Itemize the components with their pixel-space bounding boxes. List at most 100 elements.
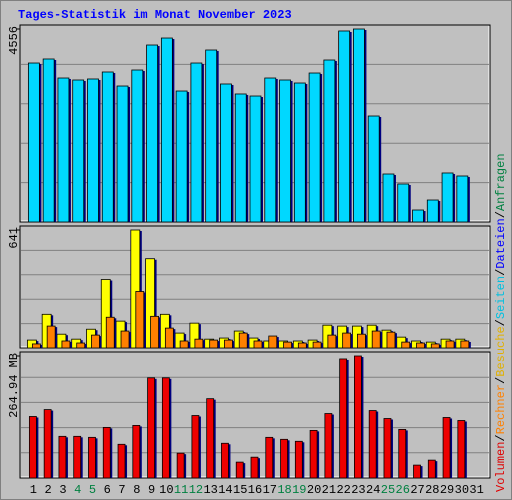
x-tick-label: 7: [118, 483, 125, 497]
y-tick-label: 641: [7, 227, 21, 249]
bar: [105, 316, 115, 349]
bar: [368, 410, 377, 479]
bar: [456, 175, 469, 223]
bar: [132, 425, 141, 479]
x-tick-label: 3: [59, 483, 66, 497]
bar: [249, 95, 262, 223]
bar: [264, 77, 277, 223]
x-tick-label: 30: [455, 483, 469, 497]
bar: [58, 435, 67, 479]
bar: [117, 443, 126, 479]
bar: [176, 452, 185, 479]
bar: [427, 459, 436, 479]
bar: [338, 30, 351, 223]
x-tick-label: 18: [277, 483, 291, 497]
x-tick-label: 26: [396, 483, 410, 497]
bar: [445, 340, 455, 349]
legend-entry: Seiten: [494, 276, 508, 319]
bar: [28, 416, 37, 479]
x-tick-label: 11: [174, 483, 188, 497]
plot-area: [19, 225, 491, 349]
bar: [297, 342, 307, 349]
bar: [73, 435, 82, 479]
bar: [76, 342, 86, 349]
bar: [116, 85, 129, 223]
bar: [324, 413, 333, 479]
bar: [386, 331, 396, 349]
bar: [179, 340, 189, 349]
bar: [383, 418, 392, 479]
x-tick-label: 28: [425, 483, 439, 497]
bar: [42, 58, 55, 223]
bar: [91, 334, 100, 349]
bar: [367, 115, 380, 223]
legend-separator: /: [494, 319, 508, 326]
bar: [283, 341, 292, 349]
bar: [268, 335, 278, 349]
bar: [265, 436, 274, 479]
bar: [130, 229, 141, 349]
legend-separator: /: [494, 434, 508, 441]
bar: [442, 417, 451, 479]
bar: [235, 461, 244, 479]
x-tick-label: 23: [351, 483, 365, 497]
bar: [323, 59, 336, 223]
bar: [382, 173, 395, 223]
bar: [61, 340, 71, 349]
bar: [327, 334, 337, 349]
legend-entry: Anfragen: [494, 153, 508, 211]
x-tick-label: 22: [336, 483, 350, 497]
bar: [416, 342, 425, 349]
x-tick-label: 9: [148, 483, 155, 497]
x-tick-label: 15: [233, 483, 247, 497]
bar: [57, 77, 70, 223]
x-tick-label: 14: [218, 483, 232, 497]
bar: [357, 333, 366, 349]
x-tick-label: 21: [322, 483, 336, 497]
bar: [146, 44, 158, 223]
bar: [339, 358, 348, 479]
bar: [221, 442, 229, 479]
bar: [72, 79, 85, 223]
legend-entry: Rechner: [494, 384, 508, 434]
x-tick-label: 19: [292, 483, 306, 497]
x-tick-label: 25: [381, 483, 395, 497]
bar: [135, 291, 145, 349]
bar: [238, 332, 248, 349]
legend-separator: /: [494, 269, 508, 276]
x-tick-label: 6: [104, 483, 111, 497]
bar: [353, 28, 365, 223]
bar: [430, 343, 440, 349]
bar: [175, 90, 188, 223]
bar: [194, 338, 204, 349]
bar: [164, 327, 174, 349]
bar: [354, 355, 362, 479]
bar: [209, 339, 219, 349]
y-tick-label: 4556: [7, 26, 21, 55]
legend-separator: /: [494, 377, 508, 384]
bar: [371, 330, 381, 349]
x-tick-label: 24: [366, 483, 380, 497]
bar: [426, 199, 439, 223]
bar: [457, 420, 466, 479]
legend-entry: Besuche: [494, 326, 508, 376]
bar: [294, 440, 303, 479]
x-tick-label: 29: [440, 483, 454, 497]
bar: [31, 343, 41, 349]
bar: [190, 62, 203, 223]
bar: [308, 72, 321, 223]
bar: [131, 69, 144, 223]
x-tick-label: 10: [159, 483, 173, 497]
x-tick-label: 8: [133, 483, 140, 497]
bar: [100, 279, 111, 349]
x-tick-label: 4: [74, 483, 81, 497]
bar: [401, 341, 411, 349]
bar: [160, 37, 173, 223]
bar: [189, 322, 200, 349]
bar: [279, 79, 291, 223]
x-tick-label: 20: [307, 483, 321, 497]
x-tick-label: 13: [203, 483, 217, 497]
bar: [398, 429, 407, 479]
